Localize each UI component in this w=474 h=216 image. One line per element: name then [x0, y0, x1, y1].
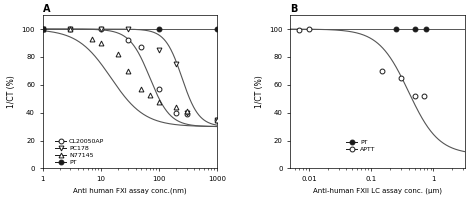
- Y-axis label: 1/CT (%): 1/CT (%): [255, 75, 264, 108]
- Text: B: B: [290, 4, 298, 14]
- Text: A: A: [43, 4, 50, 14]
- Y-axis label: 1/CT (%): 1/CT (%): [7, 75, 16, 108]
- Legend: CL20050AP, PC178, N77145, PT: CL20050AP, PC178, N77145, PT: [55, 138, 105, 165]
- X-axis label: Anti-human FXII LC assay conc. (μm): Anti-human FXII LC assay conc. (μm): [313, 188, 442, 194]
- Legend: PT, APTT: PT, APTT: [346, 139, 376, 153]
- X-axis label: Anti human FXI assay conc.(nm): Anti human FXI assay conc.(nm): [73, 188, 187, 194]
